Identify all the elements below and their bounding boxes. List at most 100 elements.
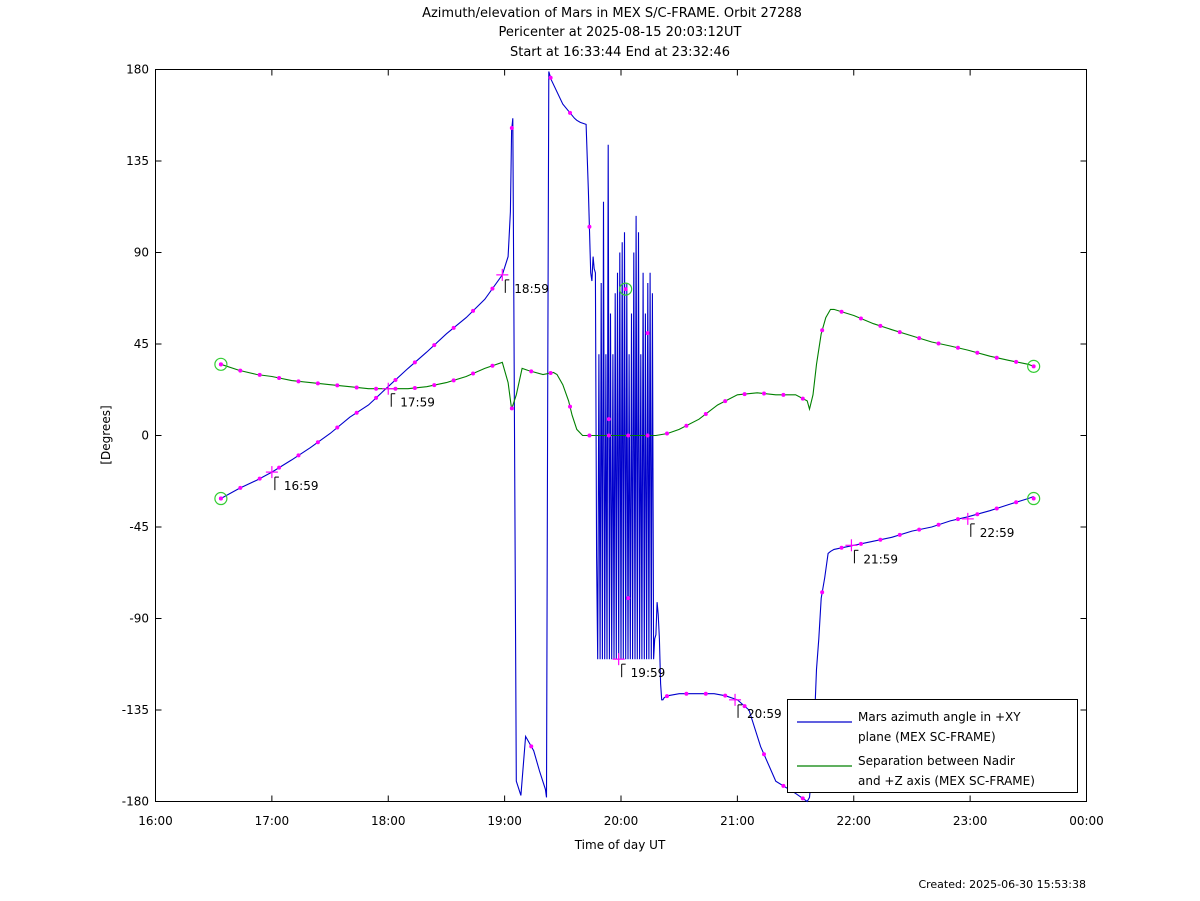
separation-sample-dot	[374, 386, 379, 391]
separation-sample-dot	[529, 369, 534, 374]
chart-subtitle-pericenter: Pericenter at 2025-08-15 20:03:12UT	[498, 25, 741, 40]
series-azimuth-line	[220, 71, 1034, 803]
separation-sample-dot	[975, 350, 980, 355]
endpoint-dot	[1031, 364, 1036, 369]
separation-sample-dot	[471, 371, 476, 376]
azimuth-sample-dot	[354, 410, 359, 415]
separation-sample-dot	[626, 433, 631, 438]
x-tick-label: 20:00	[604, 814, 639, 828]
azimuth-sample-dot	[335, 425, 340, 430]
azimuth-sample-dot	[723, 693, 728, 698]
azimuth-sample-dot	[509, 126, 514, 131]
hour-marker-label: 20:59	[747, 707, 782, 721]
azimuth-sample-dot	[975, 512, 980, 517]
separation-sample-dot	[684, 423, 689, 428]
legend-label-separation-line2: and +Z axis (MEX SC-FRAME)	[858, 774, 1035, 788]
azimuth-sample-dot	[897, 532, 902, 537]
azimuth-sample-dot	[451, 325, 456, 330]
hour-marker-label: 18:59	[514, 282, 549, 296]
azimuth-sample-dot	[645, 331, 650, 336]
separation-sample-dot	[568, 404, 573, 409]
x-tick-label: 19:00	[487, 814, 522, 828]
y-tick-label: 45	[134, 337, 149, 351]
separation-sample-dot	[509, 406, 514, 411]
endpoint-circle	[1027, 491, 1041, 506]
legend-box	[787, 699, 1078, 793]
endpoint-circle	[214, 357, 228, 371]
azimuth-sample-dot	[257, 476, 262, 481]
separation-sample-dot	[354, 385, 359, 390]
x-tick-label: 00:00	[1069, 814, 1104, 828]
chart-subtitle-time-range: Start at 16:33:44 End at 23:32:46	[510, 45, 730, 60]
separation-sample-dot	[994, 355, 999, 360]
azimuth-sample-dot	[587, 224, 592, 229]
x-tick-label: 21:00	[720, 814, 755, 828]
azimuth-sample-dot	[800, 796, 805, 801]
chart-title: Azimuth/elevation of Mars in MEX S/C-FRA…	[422, 6, 802, 21]
separation-sample-dot	[703, 412, 708, 417]
azimuth-sample-dot	[568, 110, 573, 115]
endpoint-dot	[218, 362, 223, 367]
separation-sample-dot	[432, 383, 437, 388]
separation-sample-dot	[723, 399, 728, 404]
separation-sample-dot	[490, 363, 495, 368]
separation-sample-dot	[277, 376, 282, 381]
series-layer	[218, 71, 1034, 803]
azimuth-sample-dot	[665, 694, 670, 699]
hour-marker-label: 19:59	[631, 666, 666, 680]
azimuth-sample-dot	[548, 75, 553, 80]
separation-sample-dot	[315, 381, 320, 386]
hour-marker-label: 17:59	[400, 396, 435, 410]
separation-sample-dot	[878, 323, 883, 328]
separation-sample-dot	[393, 386, 398, 391]
azimuth-sample-dot	[742, 704, 747, 709]
hour-marker-label: 16:59	[284, 479, 319, 493]
azimuth-sample-dot	[277, 465, 282, 470]
azimuth-sample-dot	[412, 360, 417, 365]
azimuth-sample-dot	[936, 522, 941, 527]
azimuth-sample-dot	[955, 517, 960, 522]
legend-label-separation-line1: Separation between Nadir	[858, 754, 1015, 768]
legend-label-azimuth-line2: plane (MEX SC-FRAME)	[858, 730, 996, 744]
marker-layer: 16:59 17:59 18:59 19:59 20:59 21:59 22:59	[214, 268, 1041, 721]
endpoint-circle	[214, 491, 228, 506]
x-tick-labels: 16:00 17:00 18:00 19:00 20:00 21:00 22:00 23:00…	[138, 814, 1104, 828]
azimuth-sample-dot	[490, 286, 495, 291]
x-tick-label: 18:00	[371, 814, 406, 828]
azimuth-sample-dot	[917, 527, 922, 532]
legend-label-azimuth-line1: Mars azimuth angle in +XY	[858, 710, 1021, 724]
azimuth-sample-dot	[1014, 500, 1019, 505]
azimuth-sample-dot	[393, 377, 398, 382]
separation-sample-dot	[781, 392, 786, 397]
separation-sample-dot	[761, 391, 766, 396]
endpoint-circle	[619, 282, 633, 296]
endpoint-circle	[1027, 359, 1041, 373]
x-tick-label: 23:00	[953, 814, 988, 828]
separation-sample-dot	[955, 345, 960, 350]
azimuth-sample-dot	[878, 537, 883, 542]
separation-sample-dot	[335, 383, 340, 388]
y-tick-label: -135	[122, 703, 149, 717]
separation-sample-dot	[238, 368, 243, 373]
azimuth-sample-dot	[703, 691, 708, 696]
azimuth-sample-dot	[781, 783, 786, 788]
separation-sample-dot	[1014, 359, 1019, 364]
separation-sample-dot	[742, 392, 747, 397]
legend: Mars azimuth angle in +XY plane (MEX SC-…	[787, 699, 1078, 793]
hour-marker-label: 21:59	[863, 552, 898, 566]
separation-sample-dot	[606, 433, 611, 438]
hour-marker-label: 22:59	[980, 526, 1015, 540]
x-tick-label: 16:00	[138, 814, 173, 828]
azimuth-sample-dot	[839, 545, 844, 550]
endpoint-dot	[623, 287, 628, 292]
azimuth-sample-dot	[432, 343, 437, 348]
azimuth-sample-dot	[238, 485, 243, 490]
x-tick-label: 17:00	[255, 814, 290, 828]
separation-sample-dot	[412, 385, 417, 390]
y-tick-label: 0	[141, 429, 149, 443]
separation-sample-dot	[917, 336, 922, 341]
separation-sample-dot	[858, 316, 863, 321]
azimuth-sample-dot	[296, 453, 301, 458]
y-tick-label: -90	[129, 612, 149, 626]
